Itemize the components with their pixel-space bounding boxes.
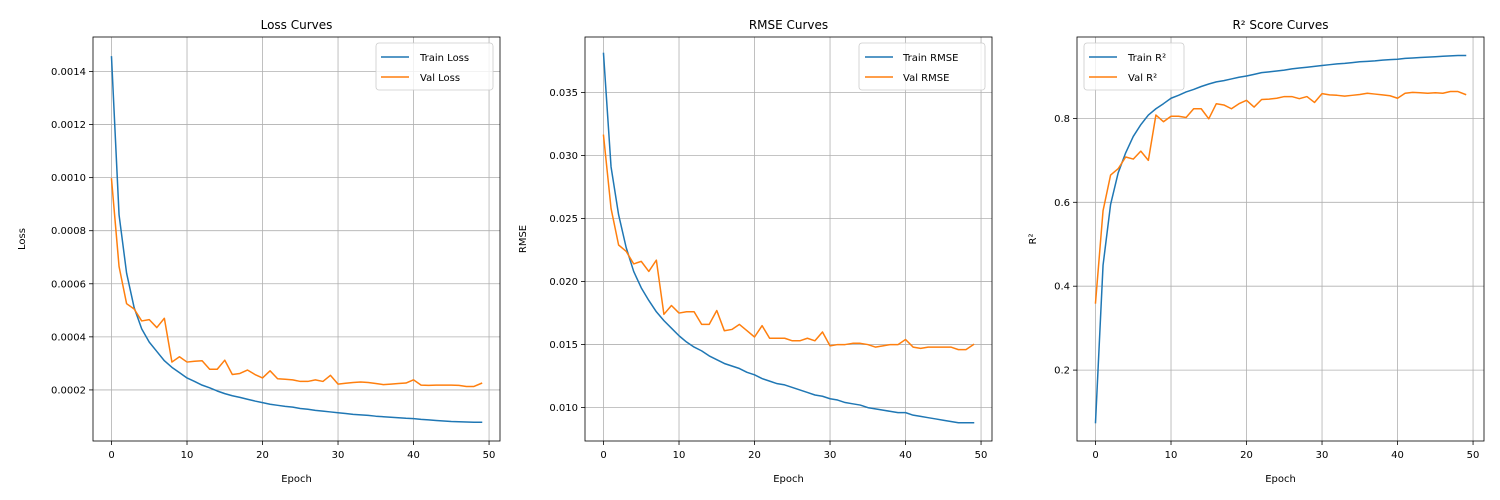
rmse-axes-frame [584,36,993,442]
rmse-y-tick-label: 0.015 [549,340,578,351]
rmse-x-tick-label: 50 [975,450,988,461]
r2-series-val-line [1094,90,1467,304]
r2-grid [1077,37,1484,441]
loss-ylabel: Loss [17,228,28,250]
rmse-ylabel: RMSE [518,225,529,253]
rmse-grid [585,37,992,441]
loss-series-val-line [110,178,483,388]
r2-series-train-line [1094,54,1467,424]
r2-x-tick-label: 20 [1240,450,1253,461]
loss-legend-label-train: Train Loss [419,53,469,64]
loss-x-tick-label: 40 [407,450,420,461]
loss-ticks: 0 10 20 30 40 50 0.0002 0.0004 0.0006 0.0008 0.001… [51,67,495,461]
loss-y-tick-label: 0.0012 [51,120,86,131]
r2-x-tick-label: 50 [1467,450,1480,461]
loss-legend: Train Loss Val Loss [375,42,494,91]
r2-ylabel: R² [1028,234,1039,245]
loss-series-train-line [110,56,483,424]
loss-x-tick-label: 10 [181,450,194,461]
r2-title: R² Score Curves [1232,18,1328,32]
r2-xlabel: Epoch [1265,474,1296,485]
rmse-panel: 0 10 20 30 40 50 0.010 0.015 0.020 0.025 0.030 0.03… [518,18,993,485]
r2-series [1094,54,1467,424]
rmse-xlabel: Epoch [773,474,804,485]
rmse-x-tick-label: 10 [673,450,686,461]
r2-x-tick-label: 0 [1092,450,1098,461]
rmse-y-tick-label: 0.025 [549,214,578,225]
loss-x-tick-label: 0 [108,450,114,461]
r2-legend-box [1083,42,1185,91]
loss-legend-label-val: Val Loss [420,73,460,84]
r2-panel: 0 10 20 30 40 500.20.40.60.8 R² Score Curves … [1028,18,1485,485]
r2-y-tick-label: 0.6 [1054,198,1070,209]
r2-legend-label-train: Train R² [1127,53,1166,64]
rmse-y-tick-label: 0.010 [549,403,578,414]
rmse-legend-label-val: Val RMSE [903,73,949,84]
loss-series [110,56,483,424]
loss-xlabel: Epoch [281,474,312,485]
rmse-x-tick-label: 40 [899,450,912,461]
r2-legend: Train R² Val R² [1083,42,1185,91]
rmse-x-tick-label: 0 [600,450,606,461]
loss-legend-box [375,42,494,91]
r2-x-tick-label: 10 [1165,450,1178,461]
r2-axes-frame [1076,36,1485,442]
r2-ticks: 0 10 20 30 40 50 0.2 0.4 0.6 0.8 [1054,114,1479,461]
rmse-y-tick-label: 0.030 [549,151,578,162]
r2-y-tick-label: 0.2 [1054,366,1070,377]
rmse-y-tick-label: 0.035 [549,88,578,99]
loss-y-tick-label: 0.0014 [51,67,86,78]
loss-y-tick-label: 0.0008 [51,226,86,237]
loss-axes-frame [92,36,501,442]
r2-y-tick-label: 0.8 [1054,114,1070,125]
r2-y-tick-label: 0.4 [1054,282,1070,293]
loss-y-tick-label: 0.0002 [51,385,86,396]
loss-y-tick-label: 0.0004 [51,332,86,343]
loss-x-tick-label: 30 [332,450,345,461]
rmse-title: RMSE Curves [749,18,828,32]
r2-x-tick-label: 40 [1391,450,1404,461]
loss-x-tick-label: 20 [256,450,269,461]
rmse-legend: Train RMSE Val RMSE [858,42,986,91]
r2-x-tick-label: 30 [1316,450,1329,461]
r2-legend-label-val: Val R² [1128,73,1157,84]
rmse-x-tick-label: 30 [824,450,837,461]
rmse-y-tick-label: 0.020 [549,277,578,288]
rmse-series-val-line [602,134,975,351]
loss-title: Loss Curves [261,18,333,32]
loss-x-tick-label: 50 [483,450,496,461]
rmse-series-train-line [602,52,975,424]
loss-panel: 0 10 20 30 40 50 0.0002 0.0004 0.0006 0.0008 0.001… [17,18,501,485]
rmse-series [602,52,975,424]
rmse-x-tick-label: 20 [748,450,761,461]
loss-y-tick-label: 0.0006 [51,279,86,290]
rmse-legend-box [858,42,986,91]
loss-y-tick-label: 0.0010 [51,173,86,184]
rmse-legend-label-train: Train RMSE [902,53,958,64]
rmse-ticks: 0 10 20 30 40 50 0.010 0.015 0.020 0.025 0.030 0.03… [549,88,987,461]
